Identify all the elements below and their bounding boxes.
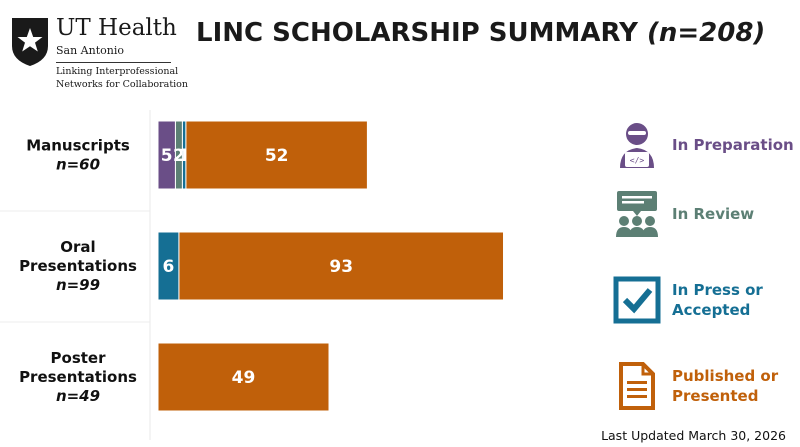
last-updated: Last Updated March 30, 2026 (601, 428, 786, 443)
bar-segment (178, 231, 505, 301)
ut-health-logo: UT Health San Antonio Linking Interprofe… (10, 10, 188, 95)
legend-label-line2: Presented (672, 387, 759, 405)
category-n-label: n=60 (56, 156, 100, 174)
legend-item-in-preparation: </> In Preparation (612, 120, 794, 170)
category-n-label: n=49 (56, 387, 100, 405)
category-label: Manuscripts (26, 137, 130, 155)
legend-item-in-press: In Press or Accepted (612, 275, 763, 325)
legend-label-line1: In Review (672, 205, 755, 223)
bar-value-label: 93 (329, 257, 353, 277)
bar-segment (157, 342, 330, 412)
legend-label-line1: In Press or (672, 281, 763, 299)
checkbox-icon (612, 275, 662, 325)
bar-value-label: 2 (173, 146, 185, 166)
legend-label-in-preparation: In Preparation (672, 135, 794, 155)
shield-star-icon (12, 18, 48, 66)
legend-label-in-review: In Review (672, 204, 754, 224)
logo-tagline-line2: Networks for Collaboration (56, 79, 189, 90)
svg-text:</>: </> (630, 156, 645, 165)
category-label: Oral (60, 238, 95, 256)
category-label: Presentations (19, 257, 137, 275)
legend-label-published: Published or Presented (672, 366, 778, 406)
legend-label-line2: Accepted (672, 301, 751, 319)
bar-value-label: 5 (161, 146, 173, 166)
title-n: (n=208) (646, 18, 766, 48)
legend-label-in-press: In Press or Accepted (672, 280, 763, 320)
person-laptop-icon: </> (612, 120, 662, 170)
legend-item-in-review: In Review (612, 189, 754, 239)
bar-segment (185, 120, 368, 190)
page-title: LINC SCHOLARSHIP SUMMARY (n=208) (196, 18, 765, 48)
bar-value-label: 1 (178, 146, 190, 166)
legend-label-line1: Published or (672, 367, 779, 385)
legend-label-line1: In Preparation (672, 136, 794, 154)
legend-item-published: Published or Presented (612, 361, 778, 411)
logo-tagline-line1: Linking Interprofessional (56, 66, 179, 77)
audience-icon (612, 189, 662, 239)
title-main: LINC SCHOLARSHIP SUMMARY (196, 18, 638, 48)
bar-value-label: 52 (265, 146, 289, 166)
category-label: Presentations (19, 368, 137, 386)
document-icon (612, 361, 662, 411)
bar-value-label: 49 (232, 368, 256, 388)
logo-divider (56, 62, 171, 63)
bar-value-label: 6 (163, 257, 175, 277)
category-n-label: n=99 (56, 276, 100, 294)
logo-name: UT Health (56, 15, 177, 41)
logo-subname: San Antonio (56, 44, 124, 57)
category-label: Poster (51, 349, 107, 367)
